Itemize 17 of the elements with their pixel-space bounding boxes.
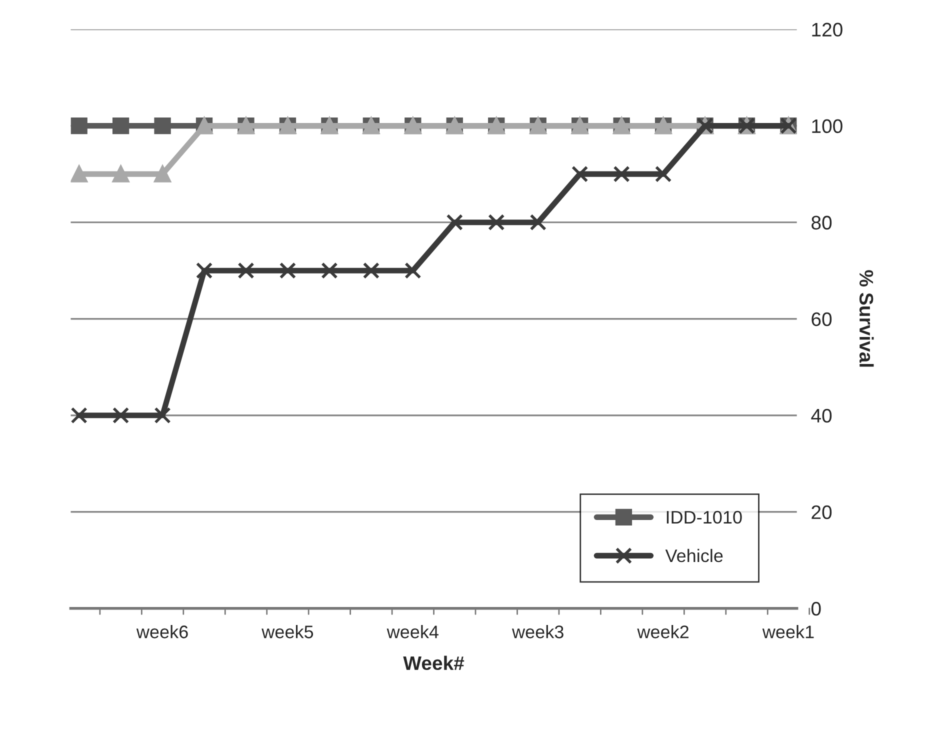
- x-tick-label: week1: [762, 625, 814, 638]
- y-tick-label: 80: [812, 216, 832, 230]
- y-tick-label: 60: [812, 312, 832, 326]
- y-tick-label: 0: [811, 602, 821, 616]
- x-tick-label: week2: [637, 625, 688, 638]
- x-tick-label: week6: [136, 625, 188, 638]
- y-tick-label: 40: [811, 408, 832, 423]
- y-axis-title: % Survival: [859, 270, 874, 367]
- y-tick-label: 120: [812, 22, 842, 37]
- x-axis-title: Week#: [403, 656, 464, 670]
- legend-label: IDD-1010: [666, 510, 742, 524]
- x-tick-label: week4: [386, 625, 438, 638]
- x-tick-label: week5: [262, 625, 314, 638]
- y-tick-label: 100: [812, 119, 842, 134]
- x-tick-label: week3: [512, 625, 564, 638]
- y-tick-label: 20: [812, 505, 832, 520]
- legend-label: Vehicle: [665, 548, 723, 562]
